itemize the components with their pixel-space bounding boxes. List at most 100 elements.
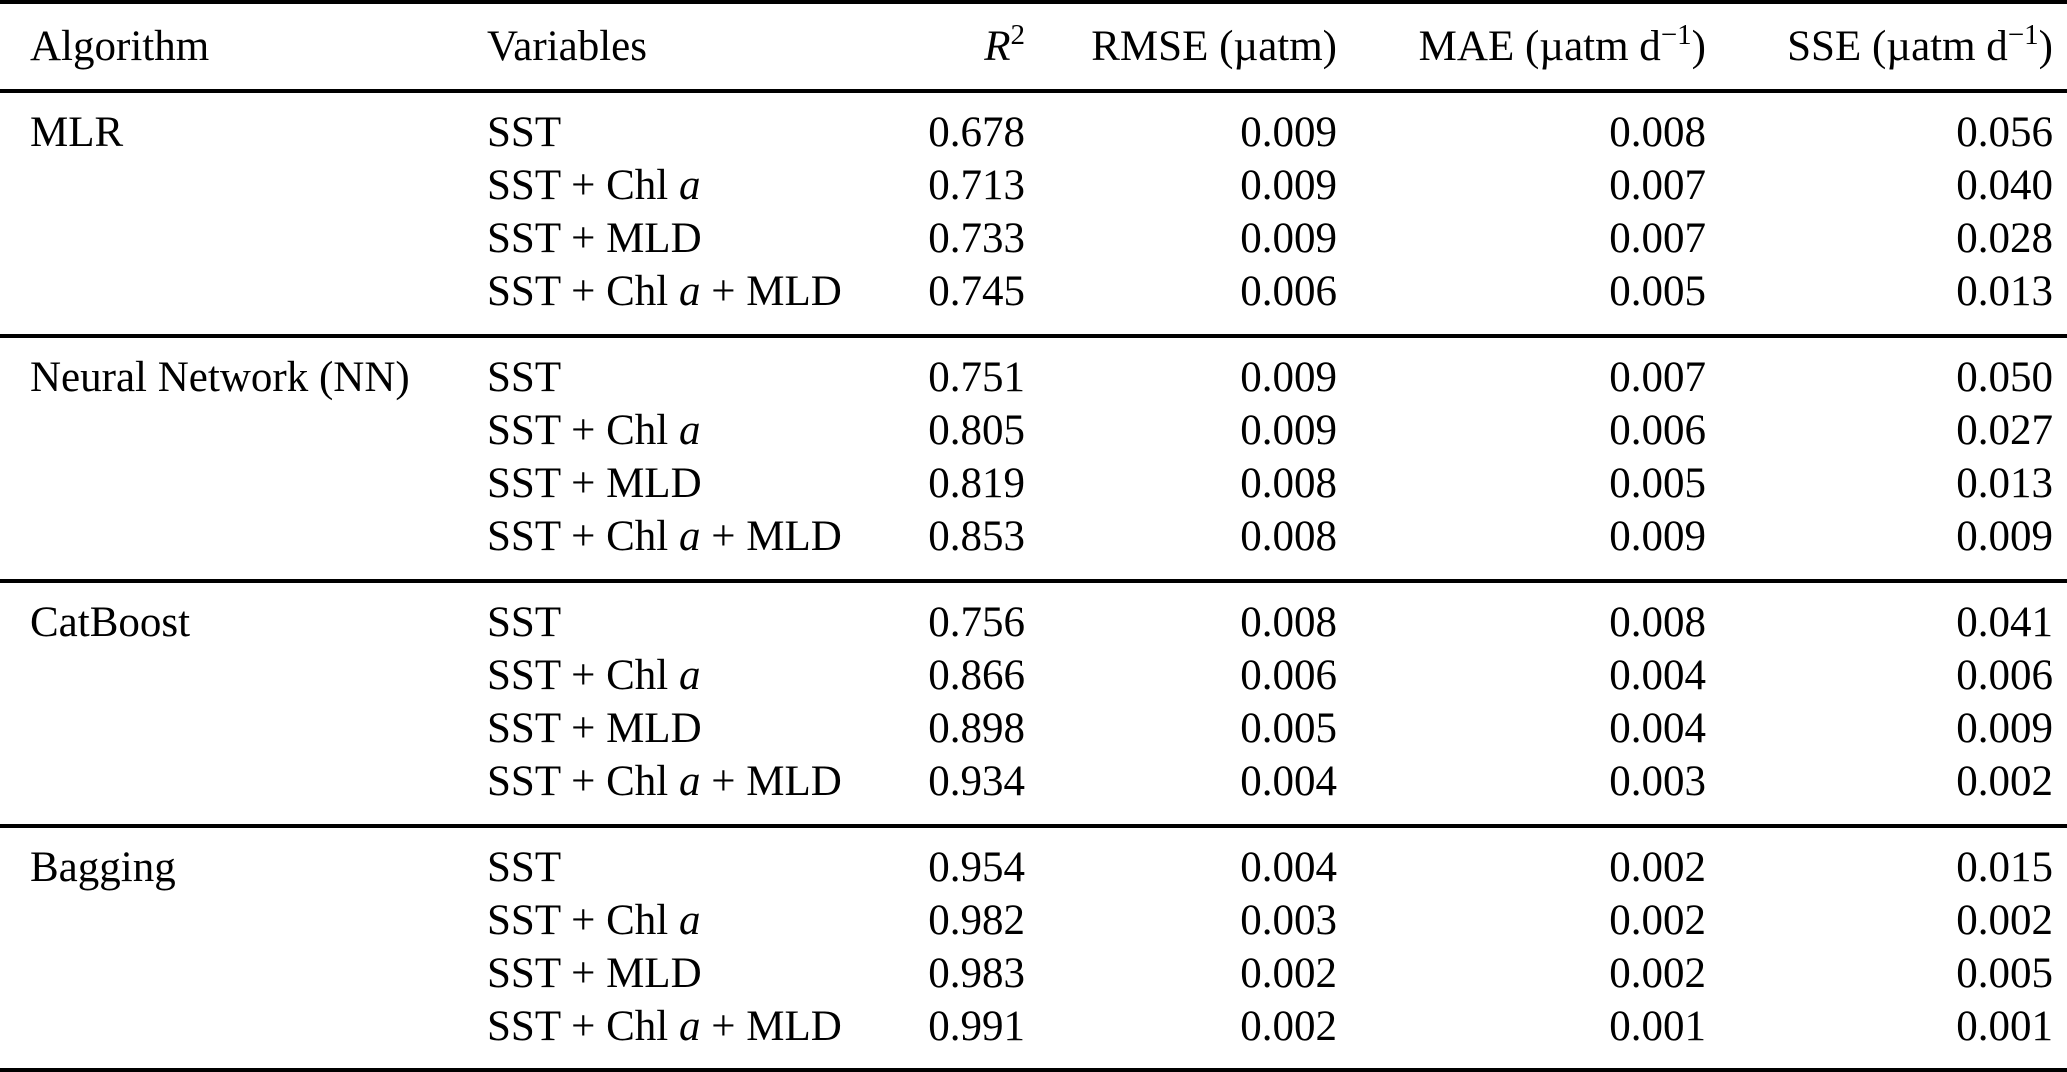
rmse-value: 0.009 [1240, 162, 1337, 209]
r2-value: 0.751 [928, 354, 1025, 401]
table-row: SST + Chl a + MLD 0.934 0.004 0.003 0.00… [0, 755, 2067, 808]
algorithm-label-empty [30, 947, 487, 1000]
variables-label: SST + MLD [487, 212, 875, 265]
sse-value: 0.009 [1956, 705, 2053, 752]
algorithm-label-empty [30, 404, 487, 457]
r2-value: 0.991 [928, 1003, 1025, 1050]
algorithm-label-empty [30, 510, 487, 563]
algorithm-label-empty [30, 894, 487, 947]
chl-a-italic: a [678, 758, 701, 805]
variables-text: SST + Chl [487, 513, 669, 560]
variables-text: SST + Chl [487, 652, 669, 699]
sse-value: 0.005 [1956, 950, 2053, 997]
variables-text: SST [487, 844, 562, 891]
r2-symbol: R [984, 23, 1011, 70]
variables-label: SST + Chl a + MLD [487, 265, 875, 318]
rmse-value: 0.008 [1240, 513, 1337, 560]
chl-a-italic: a [678, 897, 701, 944]
variables-label: SST + MLD [487, 457, 875, 510]
chl-a-italic: a [678, 1003, 701, 1050]
group-catboost: CatBoost SST 0.756 0.008 0.008 0.041 SST… [0, 583, 2067, 828]
table-row: Neural Network (NN) SST 0.751 0.009 0.00… [0, 351, 2067, 404]
sse-label-close: ) [2038, 23, 2053, 70]
algorithm-label: MLR [30, 109, 124, 156]
rmse-value: 0.002 [1240, 1003, 1337, 1050]
chl-a-italic: a [678, 652, 701, 699]
variables-text: SST + Chl [487, 407, 669, 454]
variables-label: SST + MLD [487, 947, 875, 1000]
mae-value: 0.005 [1609, 268, 1706, 315]
col-header-r2: R2 [875, 19, 1026, 71]
mae-superscript: −1 [1660, 19, 1692, 51]
sse-value: 0.001 [1956, 1003, 2053, 1050]
rmse-value: 0.008 [1240, 599, 1337, 646]
chl-a-italic: a [678, 268, 701, 315]
table-row: SST + Chl a 0.982 0.003 0.002 0.002 [0, 894, 2067, 947]
r2-superscript: 2 [1010, 19, 1026, 51]
mae-value: 0.005 [1609, 460, 1706, 507]
col-header-sse: SSE (µatm d−1) [1706, 21, 2053, 71]
variables-label: SST [487, 596, 875, 649]
variables-text-suffix: + MLD [711, 513, 842, 560]
r2-value: 0.733 [928, 215, 1025, 262]
group-bagging: Bagging SST 0.954 0.004 0.002 0.015 SST … [0, 828, 2067, 1068]
variables-label: SST + MLD [487, 702, 875, 755]
r2-value: 0.954 [928, 844, 1025, 891]
r2-value: 0.934 [928, 758, 1025, 805]
table-row: MLR SST 0.678 0.009 0.008 0.056 [0, 106, 2067, 159]
group-neural-network: Neural Network (NN) SST 0.751 0.009 0.00… [0, 338, 2067, 583]
rmse-value: 0.009 [1240, 354, 1337, 401]
col-header-rmse: RMSE (µatm) [1091, 23, 1337, 70]
variables-text: SST [487, 599, 562, 646]
table-header: Algorithm Variables R2 RMSE (µatm) MAE (… [0, 4, 2067, 93]
mae-value: 0.003 [1609, 758, 1706, 805]
r2-value: 0.678 [928, 109, 1025, 156]
table-row: Bagging SST 0.954 0.004 0.002 0.015 [0, 841, 2067, 894]
mae-label: MAE (µatm d [1418, 23, 1661, 70]
rmse-value: 0.005 [1240, 705, 1337, 752]
algorithm-label-empty [30, 265, 487, 318]
variables-label: SST + Chl a + MLD [487, 1000, 875, 1053]
mae-value: 0.001 [1609, 1003, 1706, 1050]
table-row: SST + MLD 0.733 0.009 0.007 0.028 [0, 212, 2067, 265]
sse-value: 0.009 [1956, 513, 2053, 560]
variables-label: SST [487, 351, 875, 404]
variables-label: SST [487, 106, 875, 159]
variables-text: SST [487, 354, 562, 401]
mae-value: 0.002 [1609, 897, 1706, 944]
variables-text-suffix: + MLD [711, 268, 842, 315]
algorithm-label-empty [30, 649, 487, 702]
rmse-value: 0.009 [1240, 215, 1337, 262]
rmse-value: 0.009 [1240, 109, 1337, 156]
table-row: CatBoost SST 0.756 0.008 0.008 0.041 [0, 596, 2067, 649]
sse-label: SSE (µatm d [1787, 23, 2008, 70]
rmse-value: 0.004 [1240, 844, 1337, 891]
chl-a-italic: a [678, 407, 701, 454]
table-row: SST + Chl a + MLD 0.745 0.006 0.005 0.01… [0, 265, 2067, 318]
mae-value: 0.002 [1609, 844, 1706, 891]
variables-label: SST [487, 841, 875, 894]
variables-text-suffix: + MLD [711, 758, 842, 805]
r2-value: 0.713 [928, 162, 1025, 209]
algorithm-label-empty [30, 702, 487, 755]
variables-text: SST + Chl [487, 162, 669, 209]
variables-label: SST + Chl a [487, 649, 875, 702]
r2-value: 0.983 [928, 950, 1025, 997]
table-row: SST + MLD 0.898 0.005 0.004 0.009 [0, 702, 2067, 755]
table-row: SST + Chl a 0.805 0.009 0.006 0.027 [0, 404, 2067, 457]
rmse-value: 0.004 [1240, 758, 1337, 805]
mae-value: 0.008 [1609, 599, 1706, 646]
r2-value: 0.756 [928, 599, 1025, 646]
mae-value: 0.008 [1609, 109, 1706, 156]
sse-value: 0.015 [1956, 844, 2053, 891]
variables-text: SST + MLD [487, 950, 702, 997]
mae-value: 0.009 [1609, 513, 1706, 560]
variables-text: SST [487, 109, 562, 156]
rmse-value: 0.006 [1240, 268, 1337, 315]
table-row: SST + Chl a 0.866 0.006 0.004 0.006 [0, 649, 2067, 702]
col-header-mae: MAE (µatm d−1) [1337, 19, 1706, 71]
variables-label: SST + Chl a [487, 894, 875, 947]
mae-value: 0.004 [1609, 652, 1706, 699]
table-row: SST + Chl a 0.713 0.009 0.007 0.040 [0, 159, 2067, 212]
